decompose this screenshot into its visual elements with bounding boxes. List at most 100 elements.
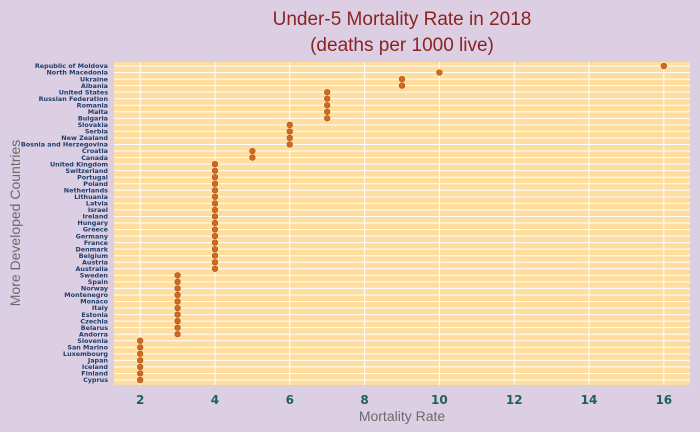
category-label: Slovakia bbox=[78, 121, 108, 129]
category-label: Croatia bbox=[82, 147, 108, 155]
data-point bbox=[324, 89, 331, 96]
category-label: Romania bbox=[77, 101, 108, 109]
category-label: Ukraine bbox=[80, 75, 109, 83]
data-point bbox=[398, 75, 406, 83]
category-label: Andorra bbox=[79, 330, 108, 338]
data-point bbox=[174, 324, 181, 331]
x-tick-label: 12 bbox=[506, 393, 523, 407]
data-points bbox=[137, 62, 667, 384]
data-point bbox=[286, 134, 293, 142]
x-tick-label: 10 bbox=[431, 393, 448, 407]
category-label: Serbia bbox=[85, 128, 108, 136]
data-point bbox=[137, 357, 144, 364]
category-label: Greece bbox=[83, 226, 109, 234]
data-point bbox=[137, 337, 144, 344]
category-label: Poland bbox=[83, 180, 108, 188]
data-point bbox=[436, 69, 443, 76]
data-point bbox=[324, 102, 331, 109]
data-point bbox=[286, 121, 293, 128]
data-point bbox=[660, 62, 667, 70]
data-point bbox=[211, 180, 219, 187]
data-point bbox=[174, 285, 181, 292]
data-point bbox=[211, 219, 219, 227]
category-label: Finland bbox=[81, 370, 108, 378]
category-label: Lithuania bbox=[74, 193, 108, 201]
horizontal-gridlines bbox=[114, 65, 690, 381]
data-point bbox=[211, 187, 219, 194]
data-point bbox=[211, 259, 219, 266]
category-label: Austria bbox=[82, 258, 108, 266]
data-point bbox=[249, 154, 256, 161]
category-label: North Macedonia bbox=[46, 69, 108, 77]
data-point bbox=[211, 246, 219, 253]
category-label: Belgium bbox=[79, 252, 109, 260]
data-point bbox=[211, 252, 219, 259]
x-tick-label: 16 bbox=[655, 393, 672, 407]
category-label: Monaco bbox=[80, 298, 108, 306]
data-point bbox=[211, 200, 219, 207]
data-point bbox=[286, 128, 293, 135]
category-label: Norway bbox=[81, 285, 109, 293]
y-axis-title: More Developed Countries bbox=[7, 140, 23, 307]
category-label: Japan bbox=[87, 357, 109, 365]
data-point bbox=[137, 376, 144, 384]
data-point bbox=[211, 213, 219, 220]
data-point bbox=[137, 363, 144, 371]
data-point bbox=[324, 115, 331, 122]
data-point bbox=[211, 161, 219, 168]
category-label: United Kingdom bbox=[50, 160, 108, 168]
x-tick-label: 4 bbox=[211, 393, 219, 407]
category-label: Belarus bbox=[81, 324, 108, 332]
category-label: Ireland bbox=[83, 213, 109, 221]
category-label: Bulgaria bbox=[78, 115, 108, 123]
category-label: Luxembourg bbox=[63, 350, 108, 358]
category-label: Bosnia and Herzegovina bbox=[21, 141, 108, 149]
data-point bbox=[211, 167, 219, 174]
category-label: Cyprus bbox=[83, 376, 108, 384]
category-label: Russian Federation bbox=[39, 95, 109, 103]
data-point bbox=[174, 298, 181, 305]
category-label: Latvia bbox=[86, 200, 108, 208]
category-label: Malta bbox=[88, 108, 108, 116]
category-label: Italy bbox=[92, 304, 109, 312]
category-label: Germany bbox=[76, 232, 109, 240]
category-label: Albania bbox=[81, 82, 108, 90]
data-point bbox=[137, 350, 144, 357]
category-label: New Zealand bbox=[61, 134, 108, 142]
data-point bbox=[174, 311, 181, 318]
category-label: Republic of Moldova bbox=[35, 62, 108, 70]
category-label: San Marino bbox=[67, 343, 108, 351]
x-tick-label: 14 bbox=[581, 393, 598, 407]
category-label: Israel bbox=[88, 206, 108, 214]
data-point bbox=[211, 232, 219, 240]
data-point bbox=[211, 239, 219, 246]
category-label: Portugal bbox=[77, 173, 108, 181]
data-point bbox=[137, 344, 144, 351]
category-label: France bbox=[84, 239, 109, 247]
category-label: United States bbox=[59, 88, 108, 96]
data-point bbox=[174, 278, 181, 285]
data-point bbox=[174, 291, 181, 299]
category-label: Netherlands bbox=[64, 186, 108, 194]
category-label: Iceland bbox=[82, 363, 109, 371]
category-label: Sweden bbox=[80, 272, 109, 280]
x-tick-labels: 2 4 6 8 10 12 14 16 bbox=[136, 393, 672, 407]
data-point bbox=[174, 272, 181, 279]
data-point bbox=[211, 193, 219, 200]
data-point bbox=[174, 331, 181, 338]
chart-title: Under-5 Mortality Rate in 2018 bbox=[273, 9, 532, 30]
data-point bbox=[324, 108, 331, 115]
category-label: Switzerland bbox=[65, 167, 108, 175]
x-tick-label: 8 bbox=[360, 393, 368, 407]
data-point bbox=[211, 174, 219, 181]
category-label: Hungary bbox=[77, 219, 108, 227]
category-label: Estonia bbox=[81, 311, 108, 319]
data-point bbox=[324, 95, 331, 102]
category-label: Czechia bbox=[80, 317, 108, 325]
x-tick-label: 6 bbox=[286, 393, 294, 407]
data-point bbox=[286, 141, 293, 148]
category-label: Spain bbox=[88, 278, 109, 286]
category-label: Slovenia bbox=[77, 337, 108, 345]
